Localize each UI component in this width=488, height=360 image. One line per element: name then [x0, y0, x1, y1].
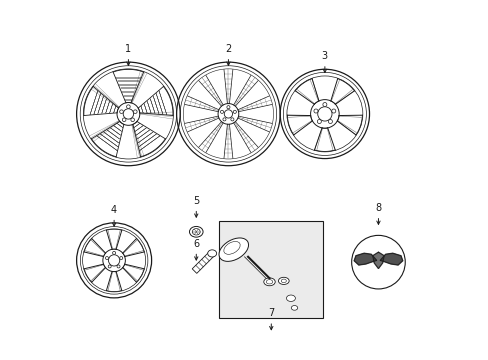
Text: 6: 6 [193, 239, 199, 249]
Polygon shape [380, 253, 402, 265]
Ellipse shape [120, 110, 123, 113]
Ellipse shape [224, 110, 232, 118]
Ellipse shape [233, 110, 236, 113]
Ellipse shape [226, 105, 229, 109]
Text: 4: 4 [111, 204, 117, 215]
Ellipse shape [105, 257, 108, 260]
Ellipse shape [102, 249, 125, 272]
Ellipse shape [189, 226, 203, 237]
Ellipse shape [218, 104, 238, 124]
Ellipse shape [313, 109, 317, 113]
Ellipse shape [117, 103, 140, 125]
Ellipse shape [263, 278, 275, 286]
Ellipse shape [207, 250, 216, 257]
Ellipse shape [112, 251, 115, 255]
Ellipse shape [117, 265, 120, 268]
Ellipse shape [120, 257, 122, 260]
Ellipse shape [278, 277, 288, 284]
Ellipse shape [310, 100, 339, 128]
Ellipse shape [317, 107, 331, 121]
Ellipse shape [328, 120, 332, 123]
Ellipse shape [331, 109, 335, 113]
Ellipse shape [351, 235, 405, 289]
Ellipse shape [230, 118, 233, 121]
Ellipse shape [108, 255, 120, 266]
Ellipse shape [123, 109, 133, 119]
Ellipse shape [131, 118, 134, 122]
Ellipse shape [317, 120, 321, 123]
Text: 7: 7 [267, 308, 274, 318]
Ellipse shape [286, 295, 295, 301]
Ellipse shape [220, 110, 223, 113]
Text: 2: 2 [225, 44, 231, 54]
Text: 1: 1 [125, 44, 131, 54]
Ellipse shape [291, 306, 297, 310]
Polygon shape [353, 253, 376, 265]
Ellipse shape [122, 118, 126, 122]
Ellipse shape [133, 110, 137, 113]
Ellipse shape [108, 265, 111, 268]
Text: 8: 8 [375, 203, 381, 213]
Ellipse shape [223, 118, 225, 121]
Text: 5: 5 [193, 196, 199, 206]
Bar [219, 221, 323, 318]
Polygon shape [372, 252, 384, 269]
Ellipse shape [322, 103, 326, 107]
Ellipse shape [126, 105, 130, 108]
Text: 3: 3 [321, 51, 327, 61]
Polygon shape [192, 251, 214, 273]
Ellipse shape [219, 238, 248, 261]
